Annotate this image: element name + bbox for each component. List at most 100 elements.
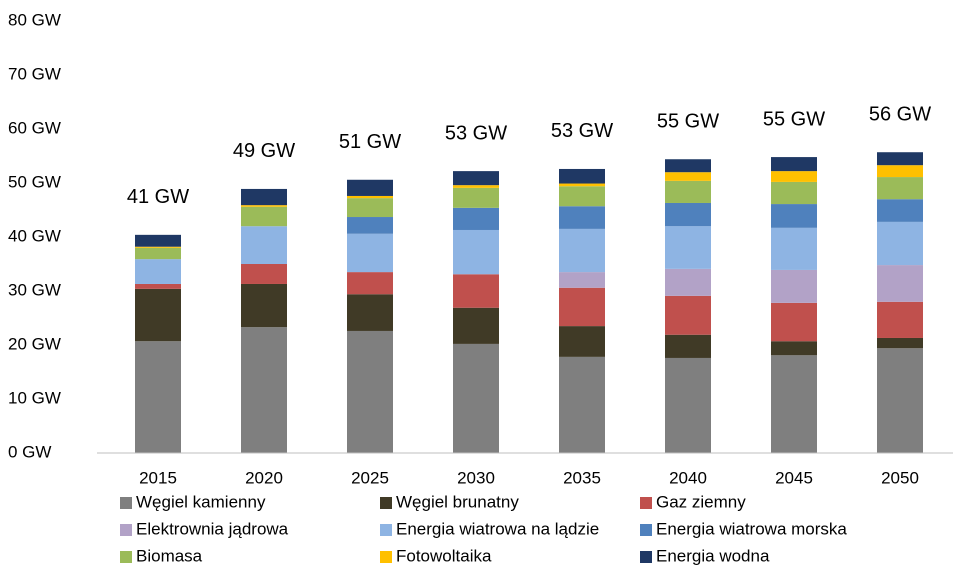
bar-segment — [347, 330, 393, 453]
legend-swatch — [380, 497, 392, 509]
bar-segment — [453, 185, 499, 188]
total-label: 53 GW — [445, 122, 507, 144]
total-label: 55 GW — [763, 108, 825, 130]
total-label: 53 GW — [551, 120, 613, 142]
bar-segment — [665, 268, 711, 296]
y-tick-label: 40 GW — [8, 226, 61, 245]
x-tick-label: 2045 — [775, 468, 813, 487]
x-tick-label: 2020 — [245, 468, 283, 487]
bar-segment — [665, 202, 711, 227]
bar-segment — [453, 343, 499, 453]
bar-segment — [771, 204, 817, 228]
bar-segment — [347, 217, 393, 234]
bar-segment — [877, 199, 923, 222]
bar-segment — [135, 247, 181, 260]
legend-swatch — [640, 551, 652, 563]
bar-segment — [347, 179, 393, 196]
bar-segment — [877, 265, 923, 302]
bar-segment — [559, 168, 605, 184]
legend-swatch — [120, 497, 132, 509]
bar-segment — [559, 356, 605, 453]
bar-segment — [453, 187, 499, 208]
bar-segment — [241, 283, 287, 328]
bar-segment — [877, 337, 923, 349]
bar-segment — [453, 274, 499, 308]
bar-segment — [665, 295, 711, 335]
bar-segment — [559, 186, 605, 207]
bar-segment — [241, 188, 287, 206]
bar-segment — [665, 226, 711, 269]
legend-label: Elektrownia jądrowa — [136, 519, 289, 538]
bar-segment — [241, 205, 287, 207]
bar-segment — [559, 272, 605, 288]
bar-segment — [771, 269, 817, 303]
bar-segment — [877, 221, 923, 266]
total-label: 51 GW — [339, 131, 401, 153]
bar-segment — [771, 157, 817, 172]
bar-segment — [877, 348, 923, 453]
x-tick-label: 2025 — [351, 468, 389, 487]
x-tick-label: 2015 — [139, 468, 177, 487]
bar-segment — [877, 177, 923, 200]
bar-segment — [241, 226, 287, 264]
bar-segment — [877, 301, 923, 338]
total-label: 41 GW — [127, 186, 189, 208]
bar-segment — [665, 159, 711, 173]
bar-segment — [665, 180, 711, 203]
total-label: 49 GW — [233, 140, 295, 162]
y-tick-label: 80 GW — [8, 10, 61, 29]
bar-segment — [135, 259, 181, 284]
bar-segment — [877, 152, 923, 166]
bar-segment — [347, 198, 393, 218]
x-tick-label: 2035 — [563, 468, 601, 487]
y-tick-label: 10 GW — [8, 388, 61, 407]
bar-segment — [135, 283, 181, 289]
legend-swatch — [380, 551, 392, 563]
legend-label: Biomasa — [136, 546, 203, 565]
bar-segment — [665, 357, 711, 453]
y-tick-label: 20 GW — [8, 334, 61, 353]
bar-segment — [771, 171, 817, 182]
bar-segment — [665, 334, 711, 358]
bar-segment — [135, 234, 181, 247]
y-tick-label: 30 GW — [8, 280, 61, 299]
bar-segment — [559, 206, 605, 229]
legend-label: Węgiel brunatny — [396, 492, 519, 511]
x-tick-label: 2040 — [669, 468, 707, 487]
legend-label: Fotowoltaika — [396, 546, 492, 565]
bar-segment — [877, 165, 923, 178]
bar-segment — [559, 287, 605, 327]
y-tick-label: 50 GW — [8, 172, 61, 191]
bar-segment — [241, 264, 287, 284]
bar-segment — [241, 327, 287, 453]
x-tick-label: 2030 — [457, 468, 495, 487]
bar-segment — [347, 294, 393, 331]
bar-segment — [771, 355, 817, 453]
y-tick-label: 60 GW — [8, 118, 61, 137]
bar-segment — [453, 307, 499, 344]
bar-segment — [559, 326, 605, 357]
bar-segment — [453, 171, 499, 186]
legend-label: Energia wiatrowa na lądzie — [396, 519, 599, 538]
legend-swatch — [640, 497, 652, 509]
legend-swatch — [380, 524, 392, 536]
bar-segment — [135, 341, 181, 453]
legend-swatch — [120, 524, 132, 536]
bar-segment — [347, 272, 393, 295]
bar-segment — [559, 183, 605, 187]
bar-segment — [771, 341, 817, 356]
bar-segment — [559, 228, 605, 273]
total-label: 55 GW — [657, 111, 719, 133]
bar-segment — [135, 246, 181, 248]
legend-label: Węgiel kamienny — [136, 492, 266, 511]
legend-label: Gaz ziemny — [656, 492, 746, 511]
bar-segment — [135, 288, 181, 342]
bar-segment — [241, 206, 287, 227]
bar-segment — [771, 181, 817, 205]
legend-label: Energia wiatrowa morska — [656, 519, 847, 538]
bar-segment — [453, 207, 499, 230]
x-tick-label: 2050 — [881, 468, 919, 487]
legend-swatch — [120, 551, 132, 563]
bar-segment — [771, 227, 817, 270]
bar-segment — [665, 172, 711, 181]
